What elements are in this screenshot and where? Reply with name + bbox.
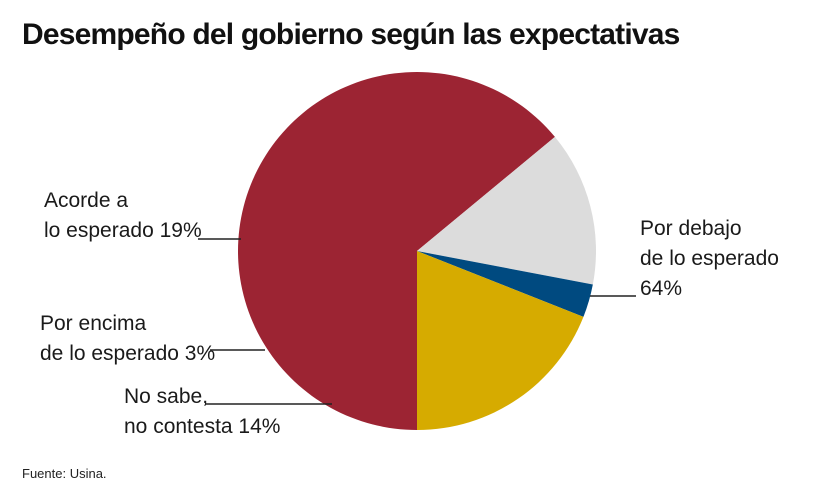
label-acorde: Acorde a lo esperado 19% [44,186,202,246]
pie-slice-nosabe [417,136,597,285]
pie-slice-encima [417,251,593,317]
label-por-encima: Por encima de lo esperado 3% [40,309,215,369]
leader-lines [198,238,636,405]
pie-slice-debajo [237,71,555,431]
label-acorde-line1: Acorde a [44,189,129,212]
label-no-sabe: No sabe, no contesta 14% [124,382,280,442]
label-por-encima-line1: Por encima [40,312,147,335]
label-por-encima-line2: de lo esperado 3% [40,342,216,365]
chart-title: Desempeño del gobierno según las expecta… [22,18,680,51]
source-note: Fuente: Usina. [22,466,107,481]
label-por-debajo-value: 64% [640,277,683,300]
label-acorde-line2: lo esperado 19% [44,219,202,242]
label-por-debajo: Por debajo de lo esperado 64% [640,214,779,304]
pie-slice-acorde [417,251,584,430]
label-no-sabe-line2: no contesta 14% [124,415,281,438]
pie-slices [237,71,597,431]
label-por-debajo-line1: Por debajo [640,217,742,240]
label-no-sabe-line1: No sabe, [124,385,209,408]
label-por-debajo-line2: de lo esperado [640,247,779,270]
